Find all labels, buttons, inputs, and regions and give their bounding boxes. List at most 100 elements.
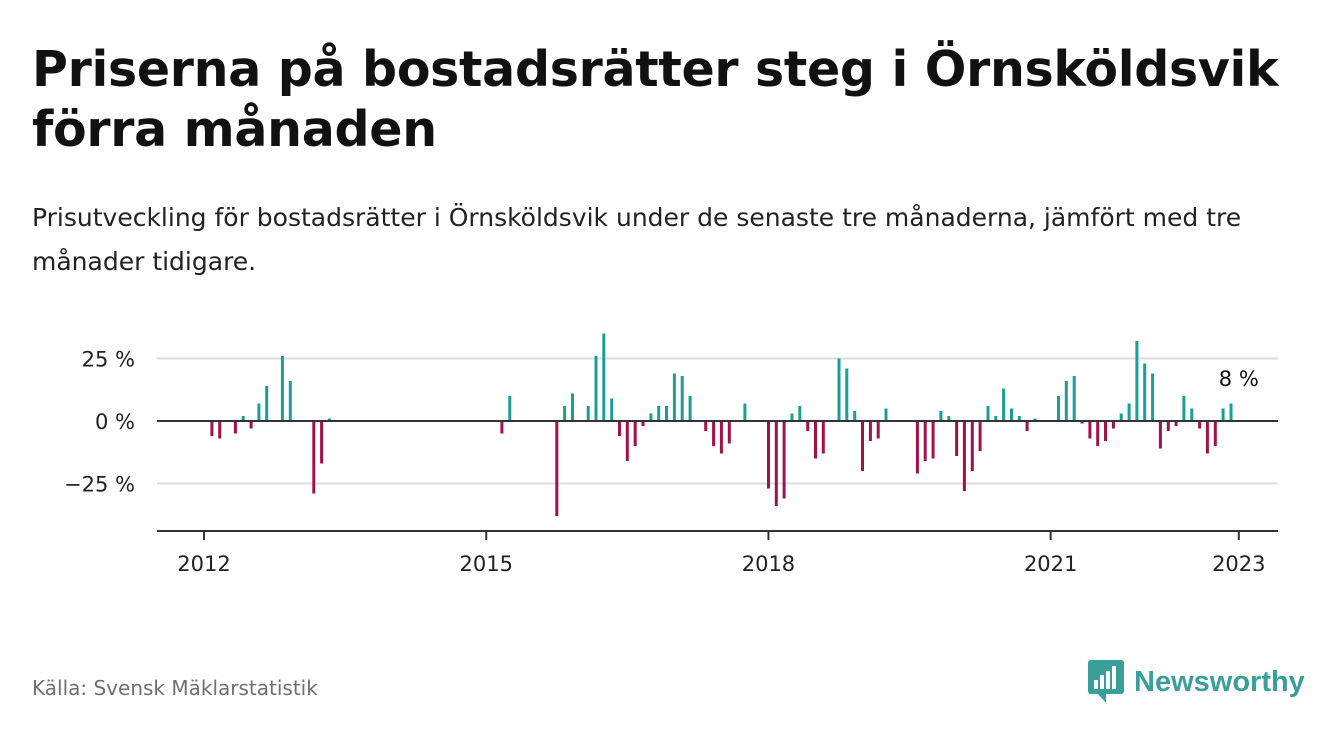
bar	[563, 406, 567, 421]
bar	[884, 408, 888, 421]
bar	[249, 421, 253, 429]
bar	[727, 421, 731, 444]
bar	[1221, 408, 1225, 421]
bar	[994, 416, 998, 421]
bar	[1127, 403, 1131, 421]
bar	[1190, 408, 1194, 421]
gridlines	[157, 357, 1278, 485]
bar	[1151, 373, 1155, 421]
bar	[821, 421, 825, 454]
bar	[1135, 341, 1139, 421]
bar	[1229, 403, 1233, 421]
axes	[157, 420, 1278, 540]
bar	[861, 421, 864, 471]
bar	[218, 421, 222, 439]
bar	[790, 413, 794, 421]
x-tick-label: 2018	[742, 552, 795, 576]
bar	[837, 358, 841, 421]
latest-value-annotation: 8 %	[1219, 367, 1259, 391]
bars	[210, 333, 1233, 516]
chart-title: Priserna på bostadsrätter steg i Örnsköl…	[32, 41, 1279, 158]
bar	[1025, 421, 1029, 431]
bar	[1010, 408, 1013, 421]
bar	[555, 421, 559, 516]
bar	[986, 406, 990, 421]
bar	[868, 421, 872, 441]
bar	[1198, 421, 1202, 429]
bar	[978, 421, 982, 451]
chart-subtitle: Prisutveckling för bostadsrätter i Örnsk…	[32, 203, 1242, 276]
bar	[712, 421, 716, 446]
bar	[923, 421, 927, 461]
bar	[782, 421, 786, 499]
bar	[876, 421, 880, 439]
bar	[1002, 388, 1006, 421]
bar	[1088, 421, 1092, 439]
y-tick-label: 25 %	[82, 348, 135, 372]
bar	[1111, 421, 1115, 429]
bar	[680, 376, 684, 421]
bar	[1064, 381, 1068, 421]
bar	[1072, 376, 1076, 421]
x-tick-label: 2012	[177, 552, 230, 576]
bar	[814, 421, 817, 459]
bar	[1017, 416, 1021, 421]
bar	[288, 381, 292, 421]
bar	[955, 421, 959, 456]
brand-name: Newsworthy	[1134, 665, 1305, 698]
bar	[915, 421, 919, 474]
bar	[633, 421, 637, 446]
bar	[280, 356, 284, 421]
bar	[939, 411, 943, 421]
bar	[641, 421, 645, 426]
bar	[767, 421, 770, 489]
bar	[962, 421, 966, 491]
bar-chart: 25 % 0 % −25 % 2012 2015 2018 2021 2023 8 %	[64, 333, 1278, 577]
bar	[328, 418, 331, 421]
newsworthy-logo-icon	[1088, 660, 1124, 703]
y-tick-label: −25 %	[64, 473, 135, 497]
bar	[241, 416, 245, 421]
bar	[672, 373, 676, 421]
bar	[798, 406, 802, 421]
bar	[1096, 421, 1100, 446]
bar	[1119, 413, 1123, 421]
bar	[257, 403, 261, 421]
bar	[1182, 396, 1186, 421]
bar	[853, 411, 857, 421]
bar	[719, 421, 723, 454]
bar	[1213, 421, 1217, 446]
bar	[500, 421, 504, 434]
bar	[657, 406, 661, 421]
bar	[774, 421, 778, 506]
source-note: Källa: Svensk Mäklarstatistik	[32, 676, 318, 700]
bar	[312, 421, 316, 494]
bar	[970, 421, 974, 471]
bar	[1104, 421, 1107, 441]
bar	[233, 421, 237, 434]
bar	[1166, 421, 1170, 431]
bar	[210, 421, 214, 436]
y-tick-label: 0 %	[95, 410, 135, 434]
bar	[1057, 396, 1060, 421]
bar	[845, 368, 849, 421]
bar	[586, 406, 590, 421]
bar	[704, 421, 708, 431]
bar	[594, 356, 598, 421]
bar	[265, 386, 269, 421]
bar	[1033, 418, 1037, 421]
bar	[508, 396, 512, 421]
bar	[947, 416, 951, 421]
bar	[1143, 363, 1147, 421]
bar	[743, 403, 747, 421]
bar	[688, 396, 692, 421]
bar	[625, 421, 629, 461]
labels: 25 % 0 % −25 % 2012 2015 2018 2021 2023 8 %	[64, 348, 1265, 577]
bar	[1158, 421, 1162, 449]
bar	[806, 421, 810, 431]
bar	[571, 393, 574, 421]
bar	[1174, 421, 1178, 426]
bar	[1080, 421, 1084, 424]
bar	[931, 421, 935, 459]
bar	[602, 333, 606, 421]
